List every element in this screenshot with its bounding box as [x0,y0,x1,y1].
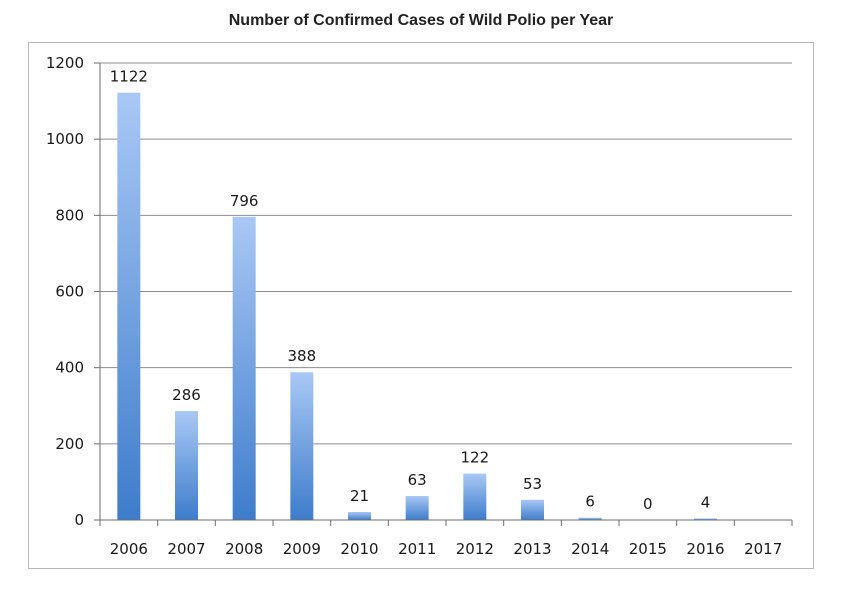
labels: 0 200 400 600 800 1000 1200 1122 2006 286 2007 796 2… [46,54,782,558]
data-label-2008: 796 [230,192,259,210]
data-label-2016: 4 [701,493,711,511]
x-tick-label: 2016 [686,540,724,558]
y-tick-label: 1200 [46,54,84,72]
bar-2009 [290,372,314,520]
x-tick-label: 2017 [744,540,782,558]
y-tick-label: 200 [55,435,84,453]
x-tick-label: 2008 [225,540,263,558]
bar-2013 [521,499,544,520]
bar-2012 [463,473,487,520]
chart-title: Number of Confirmed Cases of Wild Polio … [228,12,614,29]
x-tick-label: 2013 [513,540,551,558]
bar-2006 [117,92,141,520]
x-tick-label: 2007 [167,540,205,558]
data-label-2014: 6 [585,493,595,511]
data-label-2013: 53 [523,475,542,493]
x-tick-label: 2006 [110,540,148,558]
bar-2014 [578,517,602,520]
chart-frame [28,42,814,569]
bars [117,92,717,520]
y-tick-label: 1000 [46,130,84,148]
data-label-2012: 122 [461,449,490,467]
x-tick-label: 2009 [283,540,321,558]
bar-2016 [694,518,717,520]
data-label-2007: 286 [172,386,201,404]
data-label-2009: 388 [288,347,317,365]
bar-2011 [405,496,429,520]
x-tick-label: 2010 [340,540,378,558]
y-tick-label: 600 [55,283,84,301]
data-label-2006: 1122 [110,68,148,86]
y-tick-label: 400 [55,359,84,377]
y-tick-label: 800 [55,206,84,224]
data-label-2015: 0 [643,495,653,513]
y-tick-label: 0 [74,511,84,529]
data-label-2010: 21 [350,487,369,505]
gridlines [100,62,792,445]
axes [94,62,793,526]
bar-2007 [175,411,198,520]
bar-2008 [232,216,256,520]
x-tick-label: 2011 [398,540,436,558]
x-tick-label: 2015 [629,540,667,558]
x-tick-label: 2012 [456,540,494,558]
bar-2010 [348,512,371,520]
x-tick-label: 2014 [571,540,609,558]
data-label-2011: 63 [408,471,427,489]
